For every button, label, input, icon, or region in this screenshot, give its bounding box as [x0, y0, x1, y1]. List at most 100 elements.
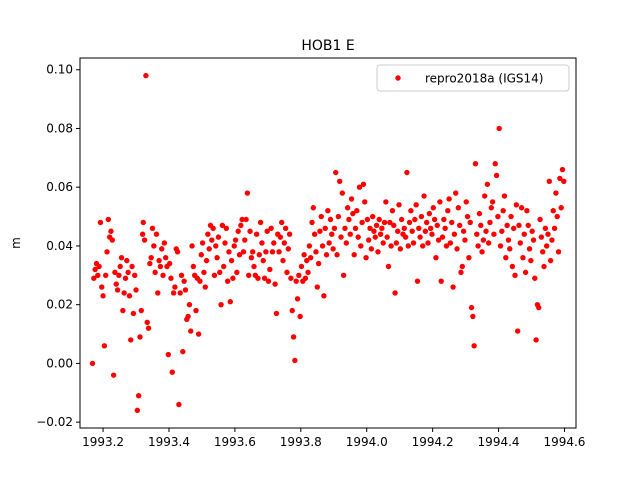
- data-point: [401, 225, 407, 232]
- x-tick-label: 1993.4: [148, 435, 190, 449]
- data-point: [536, 304, 542, 311]
- data-point: [554, 213, 560, 220]
- data-point: [160, 272, 166, 278]
- data-point: [153, 231, 160, 237]
- data-point: [292, 357, 298, 364]
- data-point: [109, 237, 116, 243]
- data-point: [337, 178, 343, 185]
- data-point: [379, 225, 385, 232]
- data-point: [185, 313, 191, 320]
- data-point: [306, 243, 313, 249]
- legend-box: [376, 64, 570, 92]
- data-point: [166, 260, 173, 267]
- data-point: [435, 237, 442, 243]
- data-point: [509, 263, 516, 270]
- data-point: [103, 272, 109, 278]
- data-point: [389, 208, 396, 214]
- data-point: [479, 249, 485, 255]
- data-point: [364, 216, 371, 223]
- data-point: [430, 205, 436, 211]
- data-point: [462, 237, 468, 243]
- data-point: [214, 254, 220, 261]
- data-point: [331, 225, 338, 232]
- data-point: [354, 208, 360, 214]
- data-point: [483, 228, 489, 234]
- data-point: [143, 72, 149, 79]
- data-point: [471, 343, 477, 349]
- data-point: [210, 225, 216, 232]
- data-point: [559, 166, 566, 173]
- data-point: [355, 234, 361, 240]
- data-point: [495, 213, 501, 220]
- data-point: [504, 222, 510, 229]
- data-point: [105, 216, 112, 223]
- data-point: [551, 225, 558, 232]
- data-point: [460, 228, 467, 234]
- data-point: [545, 231, 551, 237]
- data-point: [138, 307, 144, 314]
- data-point: [161, 240, 168, 246]
- data-point: [522, 269, 529, 276]
- data-point: [377, 231, 384, 237]
- data-point: [393, 240, 400, 246]
- data-point: [181, 278, 187, 284]
- data-point: [117, 263, 123, 270]
- data-point: [447, 240, 454, 246]
- data-point: [96, 263, 102, 270]
- data-points: [89, 72, 567, 414]
- data-point: [508, 213, 514, 220]
- data-point: [358, 243, 364, 249]
- data-point: [458, 269, 464, 276]
- x-tick-label: 1993.6: [214, 435, 256, 449]
- data-point: [294, 296, 301, 302]
- data-point: [246, 272, 252, 278]
- data-point: [301, 252, 307, 258]
- data-point: [202, 284, 208, 290]
- data-point: [446, 196, 452, 202]
- data-point: [249, 249, 256, 255]
- data-point: [424, 219, 430, 226]
- data-point: [265, 278, 272, 284]
- data-point: [137, 334, 143, 340]
- data-point: [422, 228, 429, 234]
- data-point: [325, 208, 331, 214]
- data-point: [271, 240, 277, 246]
- data-point: [521, 231, 527, 237]
- data-point: [416, 225, 422, 232]
- data-point: [314, 284, 320, 290]
- data-point: [356, 184, 363, 190]
- data-point: [327, 216, 334, 223]
- data-point: [398, 216, 405, 223]
- data-point: [360, 181, 367, 187]
- data-point: [193, 307, 199, 314]
- data-point: [165, 351, 172, 358]
- data-point: [259, 240, 265, 246]
- data-point: [329, 231, 335, 237]
- data-point: [505, 237, 512, 243]
- data-point: [128, 337, 134, 343]
- data-point: [442, 225, 448, 232]
- data-point: [453, 190, 459, 196]
- data-point: [529, 228, 535, 234]
- data-point: [363, 254, 369, 261]
- data-point: [120, 307, 126, 314]
- data-point: [373, 222, 380, 229]
- data-point: [100, 293, 106, 299]
- data-point: [125, 269, 131, 276]
- y-tick-label: 0.10: [46, 63, 73, 77]
- data-point: [480, 237, 487, 243]
- data-point: [135, 393, 142, 399]
- data-point: [410, 240, 417, 246]
- data-point: [308, 254, 314, 261]
- data-point: [151, 243, 157, 249]
- data-point: [144, 319, 150, 325]
- data-point: [406, 219, 413, 226]
- data-point: [475, 243, 481, 249]
- data-point: [482, 193, 488, 199]
- data-point: [558, 205, 564, 211]
- data-point: [485, 240, 492, 246]
- data-point: [499, 228, 505, 234]
- data-point: [182, 287, 189, 293]
- data-point: [555, 249, 562, 255]
- data-point: [284, 269, 290, 276]
